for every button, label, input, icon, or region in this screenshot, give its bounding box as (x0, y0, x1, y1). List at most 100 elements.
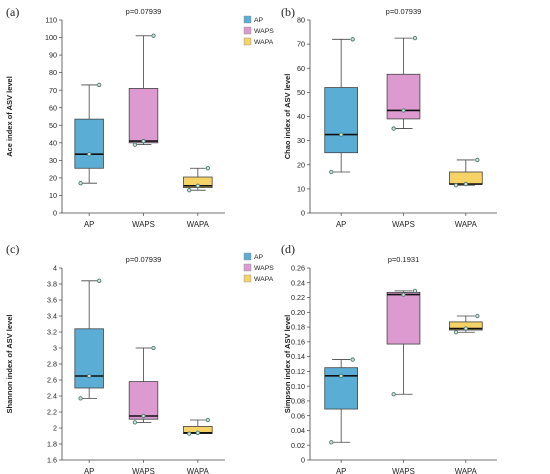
data-point (391, 126, 396, 131)
box-body (386, 291, 421, 345)
y-tick-label: 3 (53, 344, 57, 353)
legend-swatch-ap (243, 252, 252, 261)
chart-title: p=0.07939 (126, 7, 162, 16)
legend-swatch-waps (243, 26, 252, 35)
y-tick-label: 70 (49, 86, 57, 95)
chart-panel-2: (b) p=0.07939 0 10 20 30 40 50 60 70 80 Chao index … (281, 5, 497, 229)
y-tick-label: 0.22 (291, 293, 305, 302)
y-tick-label: 40 (49, 138, 57, 147)
y-axis-label: Chao index of ASV level (283, 74, 292, 160)
data-point (187, 188, 192, 193)
data-point (350, 37, 355, 42)
data-point (350, 357, 355, 362)
y-tick-label: 0 (301, 209, 305, 218)
y-tick-label: 60 (49, 103, 57, 112)
legend-swatch-ap (243, 15, 252, 24)
chart-panel-3: (c) p=0.07939 1.6 1.8 2 2.2 2.4 2.6 2.8 3 3.2 3.4 3.… (5, 242, 274, 474)
panel-label: (a) (6, 5, 19, 19)
box-wapa (183, 166, 213, 193)
legend-label-wapa: WAPA (254, 276, 274, 283)
data-point (475, 157, 480, 163)
legend-swatch-wapa (243, 37, 252, 46)
y-tick-label: 0.16 (291, 337, 305, 346)
data-point (205, 166, 211, 171)
y-tick-label: 80 (297, 16, 305, 25)
box-wapa (449, 313, 483, 335)
data-point (132, 420, 138, 425)
y-tick-label: 20 (49, 174, 57, 183)
chart-title: p=0.1931 (388, 255, 420, 264)
y-tick-label: 70 (297, 40, 305, 49)
y-tick-label: 4 (53, 264, 57, 273)
x-tick-label: WAPA (187, 220, 210, 229)
data-point (339, 373, 344, 378)
box-ap (74, 278, 104, 401)
data-point (97, 278, 102, 283)
y-tick-label: 2.8 (47, 360, 57, 369)
y-tick-label: 0.18 (291, 323, 305, 332)
y-tick-label: 0.26 (291, 264, 305, 273)
x-tick-label: WAPS (132, 467, 155, 474)
x-tick-label: AP (336, 467, 346, 474)
data-point (187, 431, 192, 436)
data-point (205, 417, 211, 423)
y-tick-label: 2.6 (47, 376, 57, 385)
legend-label-waps: WAPS (254, 265, 274, 272)
box-body (74, 118, 104, 169)
y-tick-label: 0.12 (291, 367, 305, 376)
chart-panel-4: (d) p=0.1931 0 0.02 0.04 0.06 0.08 0.10 0.12 0.14… (281, 242, 497, 474)
box-body (74, 328, 104, 389)
box-body (324, 87, 358, 154)
y-tick-label: 110 (46, 16, 57, 25)
data-point (453, 183, 459, 188)
data-point (463, 326, 468, 331)
x-tick-label: WAPA (187, 467, 210, 474)
y-axis-label: Ace index of ASV level (5, 76, 14, 157)
y-tick-label: 2 (53, 424, 57, 433)
box-waps (128, 33, 159, 147)
y-tick-label: 1.6 (47, 456, 57, 465)
x-tick-label: WAPS (392, 467, 415, 474)
y-tick-label: 3.8 (47, 280, 57, 289)
box-body (128, 381, 159, 420)
y-tick-label: 0.02 (291, 441, 305, 450)
box-wapa (183, 417, 213, 436)
chart-panel-1: (a) p=0.07939 0 10 20 30 40 50 60 70 80 90 100 110 Ace… (5, 5, 274, 229)
data-point (329, 169, 334, 175)
chart-title: p=0.07939 (386, 7, 422, 16)
y-tick-label: 0.20 (291, 308, 305, 317)
data-point (78, 396, 83, 401)
x-tick-label: WAPS (392, 220, 415, 229)
y-axis-label: Shannon index of ASV level (5, 315, 14, 414)
data-point (412, 288, 418, 294)
data-point (151, 33, 156, 38)
y-tick-label: 0.10 (291, 382, 305, 391)
y-tick-label: 30 (297, 136, 305, 145)
data-point (97, 82, 102, 88)
data-point (132, 142, 138, 147)
y-tick-label: 0.08 (291, 397, 305, 406)
data-point (87, 152, 92, 157)
y-tick-label: 10 (297, 184, 305, 193)
panel-label: (c) (6, 242, 19, 256)
x-tick-label: WAPS (132, 220, 155, 229)
data-point (401, 292, 406, 297)
data-point (453, 330, 459, 335)
data-point (141, 138, 146, 144)
y-tick-label: 50 (297, 88, 305, 97)
legend-label-waps: WAPS (254, 28, 274, 35)
y-tick-label: 30 (49, 156, 57, 165)
y-tick-label: 0.14 (291, 352, 305, 361)
data-point (78, 181, 83, 186)
x-tick-label: AP (84, 467, 94, 474)
box-waps (128, 345, 159, 425)
x-tick-label: AP (336, 220, 346, 229)
box-ap (74, 82, 104, 186)
data-point (412, 35, 418, 41)
legend-label-ap: AP (254, 17, 264, 24)
panel-label: (b) (281, 5, 295, 19)
box-waps (386, 35, 421, 131)
box-waps (386, 288, 421, 397)
legend-swatch-waps (243, 263, 252, 272)
